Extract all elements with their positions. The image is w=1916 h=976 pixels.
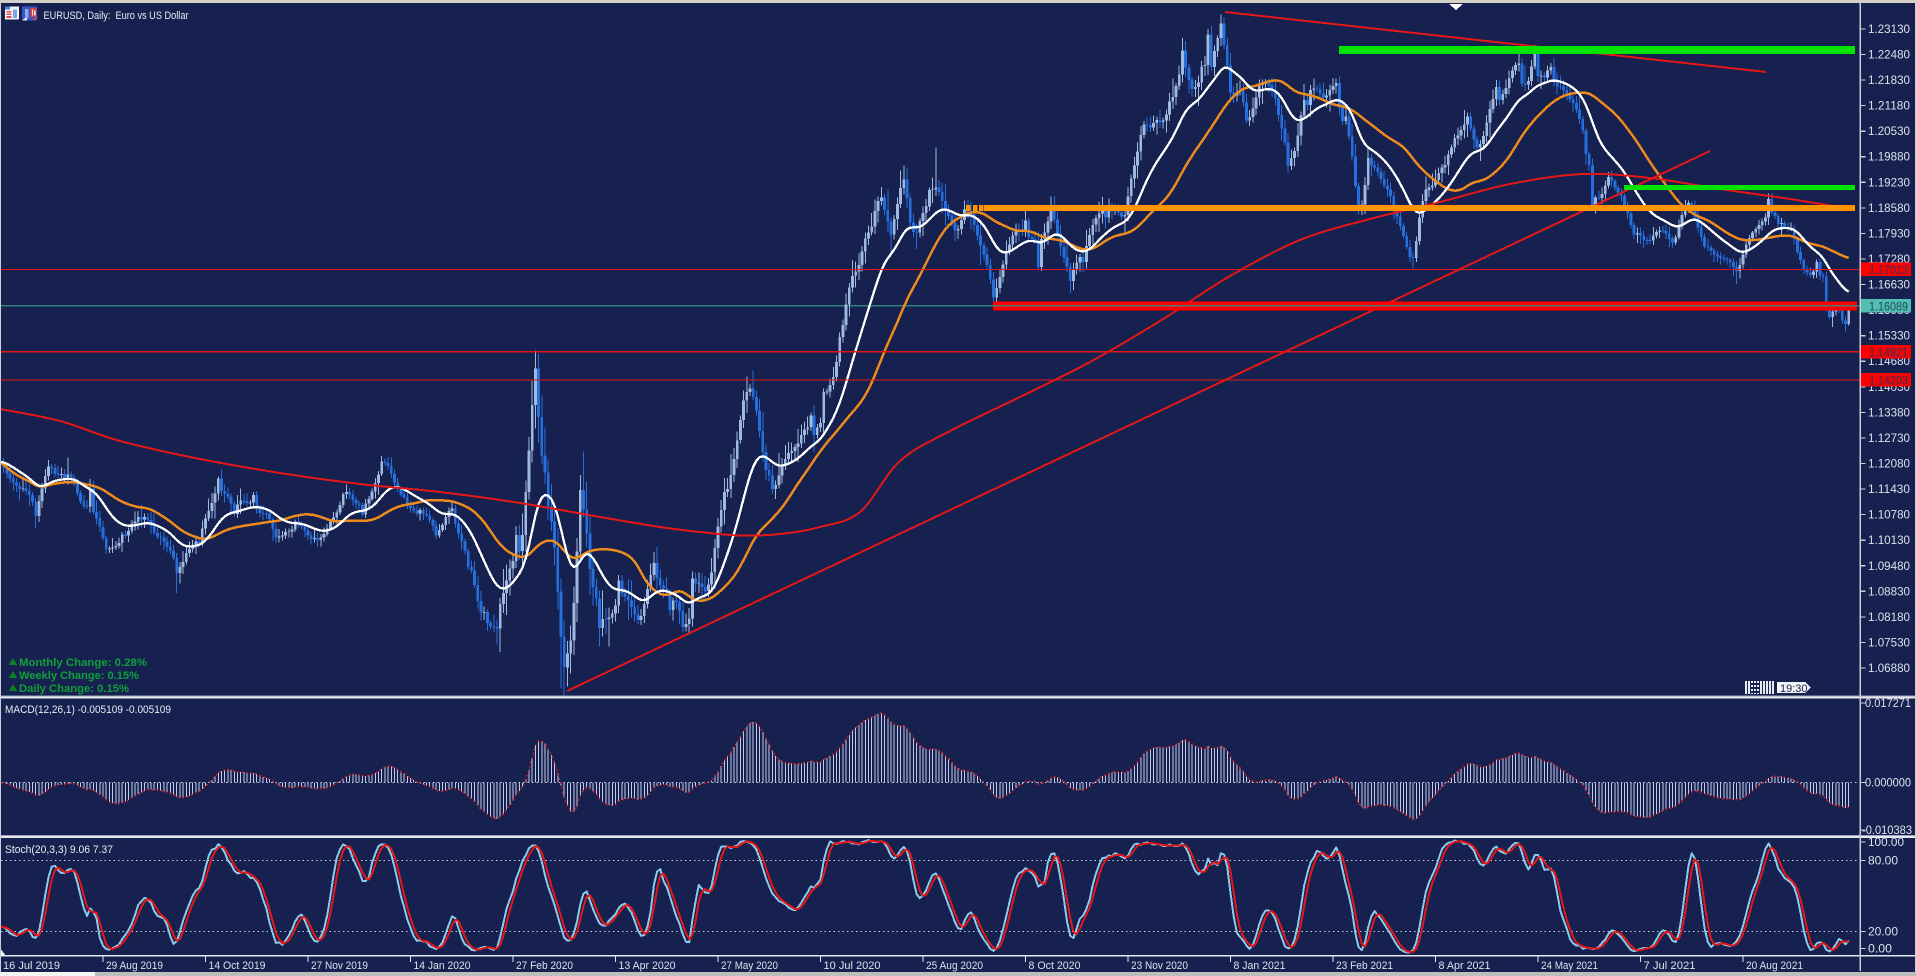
svg-text:MACD(12,26,1) -0.005109 -0.005: MACD(12,26,1) -0.005109 -0.005109	[5, 704, 171, 716]
svg-text:EURUSD, Daily: Euro vs US Dol: EURUSD, Daily: Euro vs US Dollar	[44, 10, 189, 22]
svg-text:25 Aug 2020: 25 Aug 2020	[926, 960, 983, 972]
svg-text:1.14921: 1.14921	[1869, 347, 1908, 359]
svg-text:1.21180: 1.21180	[1868, 101, 1910, 113]
svg-text:1.08830: 1.08830	[1868, 586, 1910, 598]
svg-text:8 Oct 2020: 8 Oct 2020	[1029, 960, 1081, 972]
svg-text:100.00: 100.00	[1868, 837, 1904, 849]
svg-text:0.00: 0.00	[1868, 944, 1892, 956]
svg-text:Monthly Change: 0.28%: Monthly Change: 0.28%	[19, 657, 147, 669]
svg-text:1.20530: 1.20530	[1868, 126, 1910, 138]
svg-text:1.23130: 1.23130	[1868, 24, 1910, 36]
svg-text:1.14680: 1.14680	[1868, 356, 1910, 368]
svg-text:24 May 2021: 24 May 2021	[1541, 960, 1598, 972]
svg-text:1.16630: 1.16630	[1868, 280, 1910, 292]
svg-text:1.22480: 1.22480	[1868, 50, 1910, 62]
svg-text:0.017271: 0.017271	[1865, 698, 1911, 710]
svg-text:14 Oct 2019: 14 Oct 2019	[209, 960, 266, 972]
svg-text:29 Aug 2019: 29 Aug 2019	[106, 960, 163, 972]
svg-text:Daily Change: 0.15%: Daily Change: 0.15%	[19, 683, 129, 695]
svg-text:1.18580: 1.18580	[1868, 203, 1910, 215]
svg-text:1.14203: 1.14203	[1869, 376, 1908, 388]
svg-text:1.17930: 1.17930	[1868, 228, 1910, 240]
svg-text:1.08180: 1.08180	[1868, 612, 1910, 624]
svg-text:19:30: 19:30	[1780, 683, 1808, 695]
svg-text:8 Apr 2021: 8 Apr 2021	[1439, 960, 1491, 972]
svg-text:16 Jul 2019: 16 Jul 2019	[3, 960, 60, 972]
svg-text:7 Jul 2021: 7 Jul 2021	[1644, 960, 1696, 972]
svg-text:1.19880: 1.19880	[1868, 152, 1910, 164]
svg-text:23 Feb 2021: 23 Feb 2021	[1336, 960, 1393, 972]
svg-text:1.16089: 1.16089	[1869, 301, 1908, 313]
svg-text:23 Nov 2020: 23 Nov 2020	[1131, 960, 1188, 972]
svg-text:27 Nov 2019: 27 Nov 2019	[311, 960, 368, 972]
svg-text:13 Apr 2020: 13 Apr 2020	[619, 960, 676, 972]
svg-text:Weekly Change: 0.15%: Weekly Change: 0.15%	[19, 670, 139, 682]
svg-text:20.00: 20.00	[1868, 926, 1898, 938]
svg-text:1.10130: 1.10130	[1868, 535, 1910, 547]
svg-text:1.21830: 1.21830	[1868, 75, 1910, 87]
svg-text:-0.010383: -0.010383	[1862, 825, 1912, 837]
svg-text:1.13380: 1.13380	[1868, 407, 1910, 419]
svg-text:20 Aug 2021: 20 Aug 2021	[1746, 960, 1803, 972]
svg-text:Stoch(20,3,3) 9.06 7.37: Stoch(20,3,3) 9.06 7.37	[5, 844, 113, 856]
svg-text:1.12080: 1.12080	[1868, 459, 1910, 471]
svg-text:1.15330: 1.15330	[1868, 331, 1910, 343]
svg-text:1.06880: 1.06880	[1868, 663, 1910, 675]
svg-text:14 Jan 2020: 14 Jan 2020	[414, 960, 471, 972]
svg-text:80.00: 80.00	[1868, 856, 1898, 868]
svg-text:8 Jan 2021: 8 Jan 2021	[1234, 960, 1286, 972]
svg-text:1.07530: 1.07530	[1868, 637, 1910, 649]
svg-text:1.17013: 1.17013	[1869, 265, 1908, 277]
svg-text:1.10780: 1.10780	[1868, 510, 1910, 522]
svg-text:27 May 2020: 27 May 2020	[721, 960, 778, 972]
svg-text:27 Feb 2020: 27 Feb 2020	[516, 960, 573, 972]
svg-text:1.11430: 1.11430	[1868, 484, 1910, 496]
svg-text:1.12730: 1.12730	[1868, 433, 1910, 445]
svg-text:1.19230: 1.19230	[1868, 177, 1910, 189]
svg-text:0.000000: 0.000000	[1865, 778, 1911, 790]
svg-text:1.09480: 1.09480	[1868, 561, 1910, 573]
svg-text:10 Jul 2020: 10 Jul 2020	[824, 960, 881, 972]
